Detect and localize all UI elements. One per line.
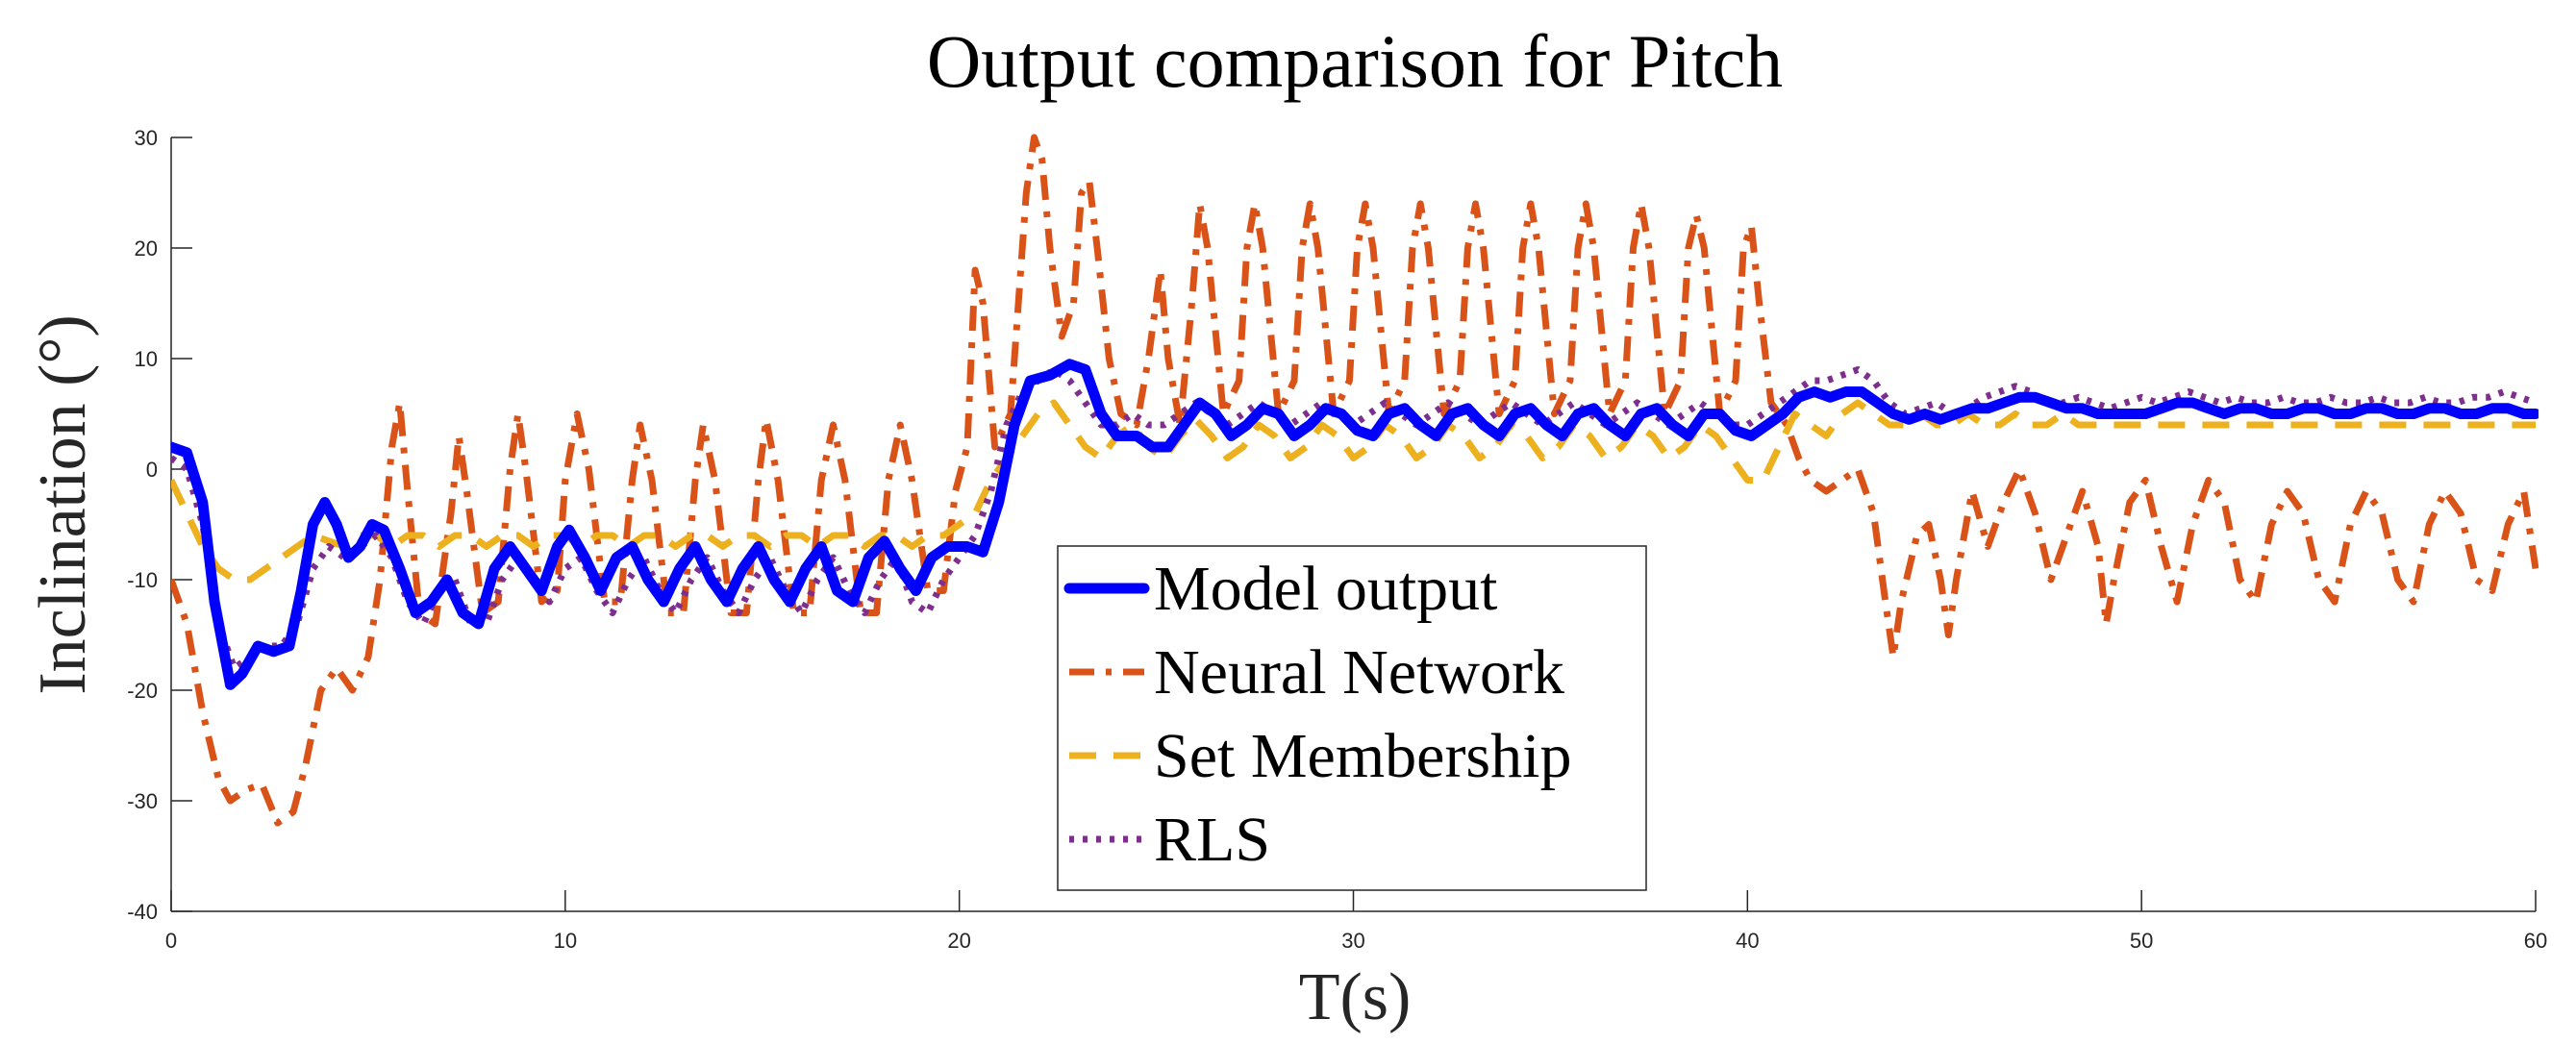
plot-area: 0 10 20 30 40 50 60 -40 -30 -20 -10 0 10 20 30 (127, 126, 2547, 953)
x-ticks: 0 10 20 30 40 50 60 (165, 890, 2547, 953)
x-tick-label: 50 (2130, 929, 2153, 953)
y-tick-label: 30 (135, 126, 158, 150)
y-tick-label: 10 (135, 347, 158, 371)
series-line-model-output (171, 359, 2538, 690)
legend-box (1057, 545, 1647, 891)
legend: Model output Neural Network Set Membership… (1057, 545, 1647, 891)
y-tick-label: -40 (127, 900, 158, 924)
x-tick-label: 30 (1341, 929, 1364, 953)
chart-title: Output comparison for Pitch (927, 19, 1783, 103)
x-tick-label: 60 (2524, 929, 2547, 953)
series-line-neural-network (171, 134, 2538, 827)
y-axis-label: Inclination (°) (26, 314, 100, 694)
x-axis-label: T(s) (1299, 960, 1412, 1034)
legend-label: Model output (1154, 554, 1498, 624)
legend-label: Neural Network (1154, 637, 1564, 708)
legend-label: RLS (1154, 805, 1270, 875)
x-tick-label: 40 (1736, 929, 1759, 953)
legend-label: Set Membership (1154, 721, 1571, 791)
x-tick-label: 0 (165, 929, 177, 953)
y-tick-label: -10 (127, 568, 158, 592)
x-tick-label: 10 (554, 929, 577, 953)
legend-items: Model output Neural Network Set Membership… (1063, 554, 1571, 875)
y-tick-label: -30 (127, 789, 158, 813)
x-tick-label: 20 (947, 929, 970, 953)
y-ticks: -40 -30 -20 -10 0 10 20 30 (127, 126, 192, 924)
y-tick-label: 0 (146, 458, 158, 482)
y-tick-label: -20 (127, 679, 158, 703)
series-group (171, 134, 2538, 827)
y-tick-label: 20 (135, 236, 158, 261)
series-line-rls (171, 366, 2538, 672)
